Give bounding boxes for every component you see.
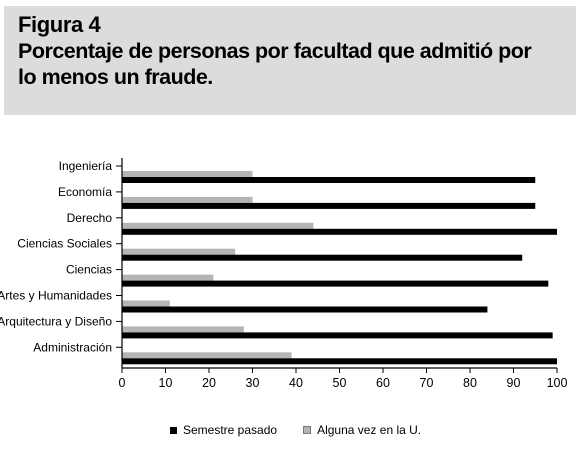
category-label: Derecho <box>67 211 113 225</box>
bar-alguna-vez <box>122 248 236 255</box>
category-label: Ciencias <box>66 263 112 277</box>
legend-swatch-light <box>303 426 312 434</box>
category-label: Economía <box>58 185 112 199</box>
x-tick-label: 10 <box>159 376 173 390</box>
legend-item-semestre: Semestre pasado <box>170 423 277 437</box>
bar-alguna-vez <box>122 326 244 333</box>
bar-semestre-pasado <box>122 202 536 209</box>
legend-swatch-dark <box>170 426 177 434</box>
legend-label-semestre: Semestre pasado <box>183 423 278 437</box>
x-tick-label: 30 <box>246 376 260 390</box>
x-tick-label: 0 <box>119 376 126 390</box>
category-label: Administración <box>33 340 112 354</box>
x-axis: 0 10 20 30 40 50 60 70 80 90 100 <box>119 158 568 390</box>
x-tick-label: 70 <box>420 376 434 390</box>
legend-label-alguna: Alguna vez en la U. <box>317 423 422 437</box>
legend-item-alguna: Alguna vez en la U. <box>303 423 421 437</box>
x-tick-label: 50 <box>333 376 347 390</box>
x-tick-label: 60 <box>376 376 390 390</box>
x-tick-label: 100 <box>547 376 568 390</box>
figure-label: Figura 4 <box>18 12 101 37</box>
x-tick-label: 90 <box>507 376 521 390</box>
bar-alguna-vez <box>122 196 253 203</box>
bar-semestre-pasado <box>122 306 488 313</box>
bar-semestre-pasado <box>122 228 557 235</box>
x-tick-label: 80 <box>463 376 477 390</box>
bars <box>122 171 557 365</box>
legend: Semestre pasado Alguna vez en la U. <box>170 423 447 437</box>
category-labels: Ingeniería Economía Derecho Ciencias Social… <box>0 159 122 354</box>
category-label: Arquitectura y Diseño <box>0 314 112 328</box>
bar-semestre-pasado <box>122 358 557 365</box>
bar-alguna-vez <box>122 171 253 177</box>
bar-alguna-vez <box>122 300 170 307</box>
category-label: Artes y Humanidades <box>0 289 112 303</box>
bar-alguna-vez <box>122 352 292 359</box>
bar-semestre-pasado <box>122 280 549 287</box>
bar-alguna-vez <box>122 274 214 281</box>
figure-header: Figura 4 Porcentaje de personas por facu… <box>4 6 576 115</box>
figure-title: Porcentaje de personas por facultad que … <box>18 39 532 89</box>
bar-semestre-pasado <box>122 177 536 183</box>
bar-alguna-vez <box>122 222 314 229</box>
x-tick-label: 40 <box>289 376 303 390</box>
bar-semestre-pasado <box>122 332 553 339</box>
category-label: Ingeniería <box>59 159 113 173</box>
bar-semestre-pasado <box>122 254 523 261</box>
x-tick-label: 20 <box>202 376 216 390</box>
category-label: Ciencias Sociales <box>17 237 112 251</box>
